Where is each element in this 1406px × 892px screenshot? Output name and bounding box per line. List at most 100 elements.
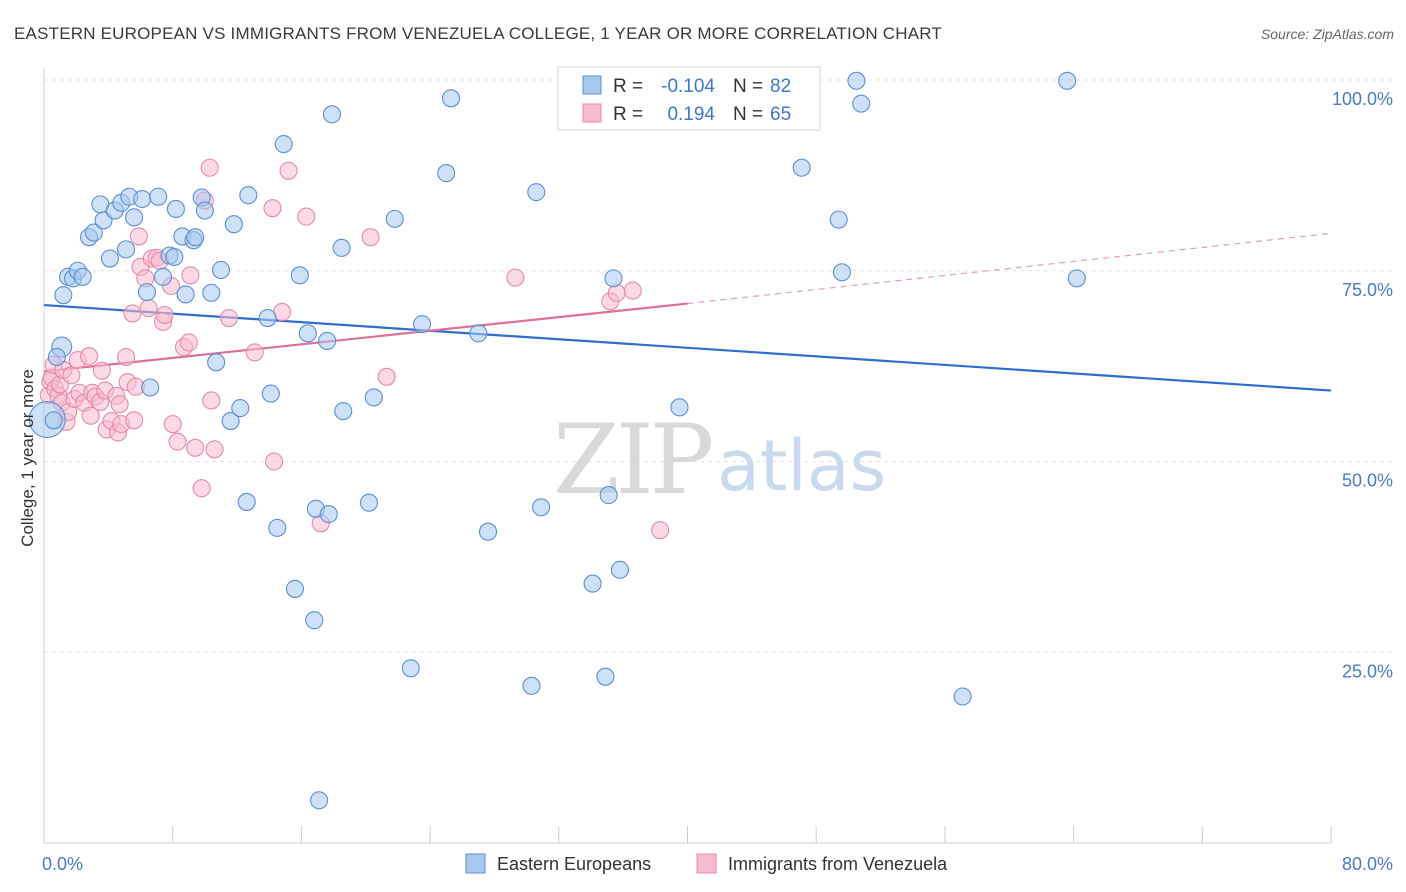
venezuela-point-63 — [361, 228, 380, 247]
venezuela-point-48 — [181, 266, 200, 285]
legend-n-value-blue: 82 — [770, 76, 791, 97]
eastern-european-point-63 — [478, 522, 498, 541]
y-axis-label: College, 1 year or more — [18, 369, 37, 547]
eastern-european-point-78 — [1058, 71, 1077, 90]
watermark-atlas: atlas — [717, 425, 886, 507]
eastern-european-point-3 — [54, 286, 73, 305]
venezuela-point-52 — [200, 158, 219, 177]
legend-r-value-pink: 0.194 — [667, 104, 715, 125]
eastern-european-point-25 — [166, 199, 185, 218]
eastern-european-point-35 — [221, 412, 240, 431]
eastern-european-point-45 — [290, 266, 309, 285]
eastern-european-point-57 — [385, 209, 404, 228]
bottom-legend-swatch-blue[interactable] — [465, 853, 486, 874]
bottom-legend-label-pink[interactable]: Immigrants from Venezuela — [728, 854, 948, 874]
eastern-european-point-32 — [202, 283, 221, 302]
venezuela-point-17 — [81, 406, 100, 425]
eastern-european-point-36 — [224, 215, 243, 234]
trend-line-eastern-european — [43, 303, 1332, 392]
venezuela-point-56 — [245, 343, 264, 362]
gridlines — [44, 79, 1392, 653]
legend-n-label-pink: N = — [733, 104, 763, 125]
y-tick-label-3: 25.0% — [1342, 661, 1393, 681]
eastern-european-point-68 — [596, 667, 615, 686]
eastern-european-point-58 — [401, 659, 420, 678]
bottom-legend: Eastern Europeans Immigrants from Venezu… — [465, 853, 948, 874]
eastern-european-point-24 — [165, 247, 184, 267]
venezuela-point-53 — [202, 391, 221, 410]
venezuela-point-31 — [123, 304, 142, 323]
eastern-european-point-33 — [207, 353, 226, 372]
trend-line-venezuela — [43, 302, 688, 373]
venezuela-point-68 — [623, 281, 642, 300]
eastern-european-point-43 — [274, 135, 293, 154]
venezuela-point-37 — [139, 299, 158, 318]
eastern-european-point-44 — [285, 579, 305, 598]
eastern-european-point-21 — [149, 187, 168, 206]
venezuela-point-57 — [263, 199, 282, 218]
eastern-european-point-9 — [84, 223, 103, 242]
eastern-european-point-41 — [261, 384, 280, 403]
y-tick-labels: 100.0% 75.0% 50.0% 25.0% — [1332, 89, 1393, 681]
venezuela-point-49 — [186, 438, 205, 457]
eastern-european-point-22 — [153, 267, 173, 286]
eastern-european-point-31 — [195, 201, 214, 220]
trend-line-venezuela-extension — [687, 232, 1332, 305]
chart-title: EASTERN EUROPEAN VS IMMIGRANTS FROM VENE… — [14, 24, 942, 43]
venezuela-point-42 — [155, 305, 174, 325]
eastern-european-point-74 — [829, 210, 848, 229]
y-tick-label-0: 100.0% — [1332, 89, 1393, 109]
eastern-european-point-47 — [305, 611, 324, 630]
eastern-european-point-20 — [141, 378, 160, 397]
chart-source: Source: ZipAtlas.com — [1261, 26, 1394, 42]
legend-r-value-blue: -0.104 — [661, 76, 715, 97]
eastern-european-point-34 — [211, 260, 231, 280]
venezuela-point-55 — [219, 309, 239, 328]
eastern-european-point-29 — [186, 228, 205, 247]
legend-swatch-pink — [582, 103, 602, 123]
eastern-european-point-70 — [604, 269, 623, 288]
y-tick-label-2: 50.0% — [1342, 471, 1393, 491]
legend-r-label-pink: R = — [613, 104, 643, 125]
stats-legend-box — [557, 66, 821, 131]
venezuela-point-50 — [192, 479, 211, 498]
bottom-legend-label-blue[interactable]: Eastern Europeans — [497, 854, 651, 874]
eastern-european-point-69 — [599, 486, 618, 505]
eastern-european-point-62 — [469, 324, 488, 343]
eastern-european-point-54 — [334, 402, 353, 421]
venezuela-point-32 — [125, 411, 144, 430]
eastern-european-point-18 — [133, 189, 152, 209]
eastern-european-point-73 — [792, 158, 811, 177]
venezuela-point-61 — [297, 207, 316, 226]
venezuela-point-60 — [279, 161, 298, 180]
venezuela-point-27 — [110, 395, 129, 414]
eastern-european-point-2 — [47, 347, 66, 367]
watermark: ZIP atlas — [553, 404, 886, 516]
eastern-european-point-60 — [437, 164, 456, 183]
eastern-european-point-67 — [583, 574, 602, 593]
eastern-european-point-77 — [852, 94, 871, 113]
venezuela-point-47 — [179, 333, 198, 352]
series-venezuela-points — [39, 158, 670, 540]
eastern-european-point-52 — [322, 105, 342, 124]
eastern-european-point-79 — [1067, 269, 1086, 288]
legend-n-label-blue: N = — [733, 76, 763, 97]
eastern-european-point-7 — [73, 267, 92, 286]
series-eastern-european-points — [28, 71, 1086, 810]
eastern-european-point-49 — [310, 791, 329, 810]
venezuela-point-29 — [116, 347, 136, 367]
eastern-european-point-27 — [176, 285, 195, 304]
legend-n-value-pink: 65 — [770, 104, 791, 125]
venezuela-point-34 — [129, 227, 148, 246]
watermark-zip: ZIP — [553, 404, 712, 516]
eastern-european-point-71 — [610, 560, 629, 579]
bottom-legend-swatch-pink[interactable] — [696, 853, 717, 874]
eastern-european-point-64 — [522, 676, 541, 695]
eastern-european-point-53 — [332, 238, 351, 257]
venezuela-point-58 — [265, 452, 284, 471]
eastern-european-point-80 — [953, 687, 972, 706]
eastern-european-point-46 — [298, 324, 317, 343]
eastern-european-point-15 — [116, 240, 136, 259]
venezuela-point-11 — [62, 366, 81, 385]
